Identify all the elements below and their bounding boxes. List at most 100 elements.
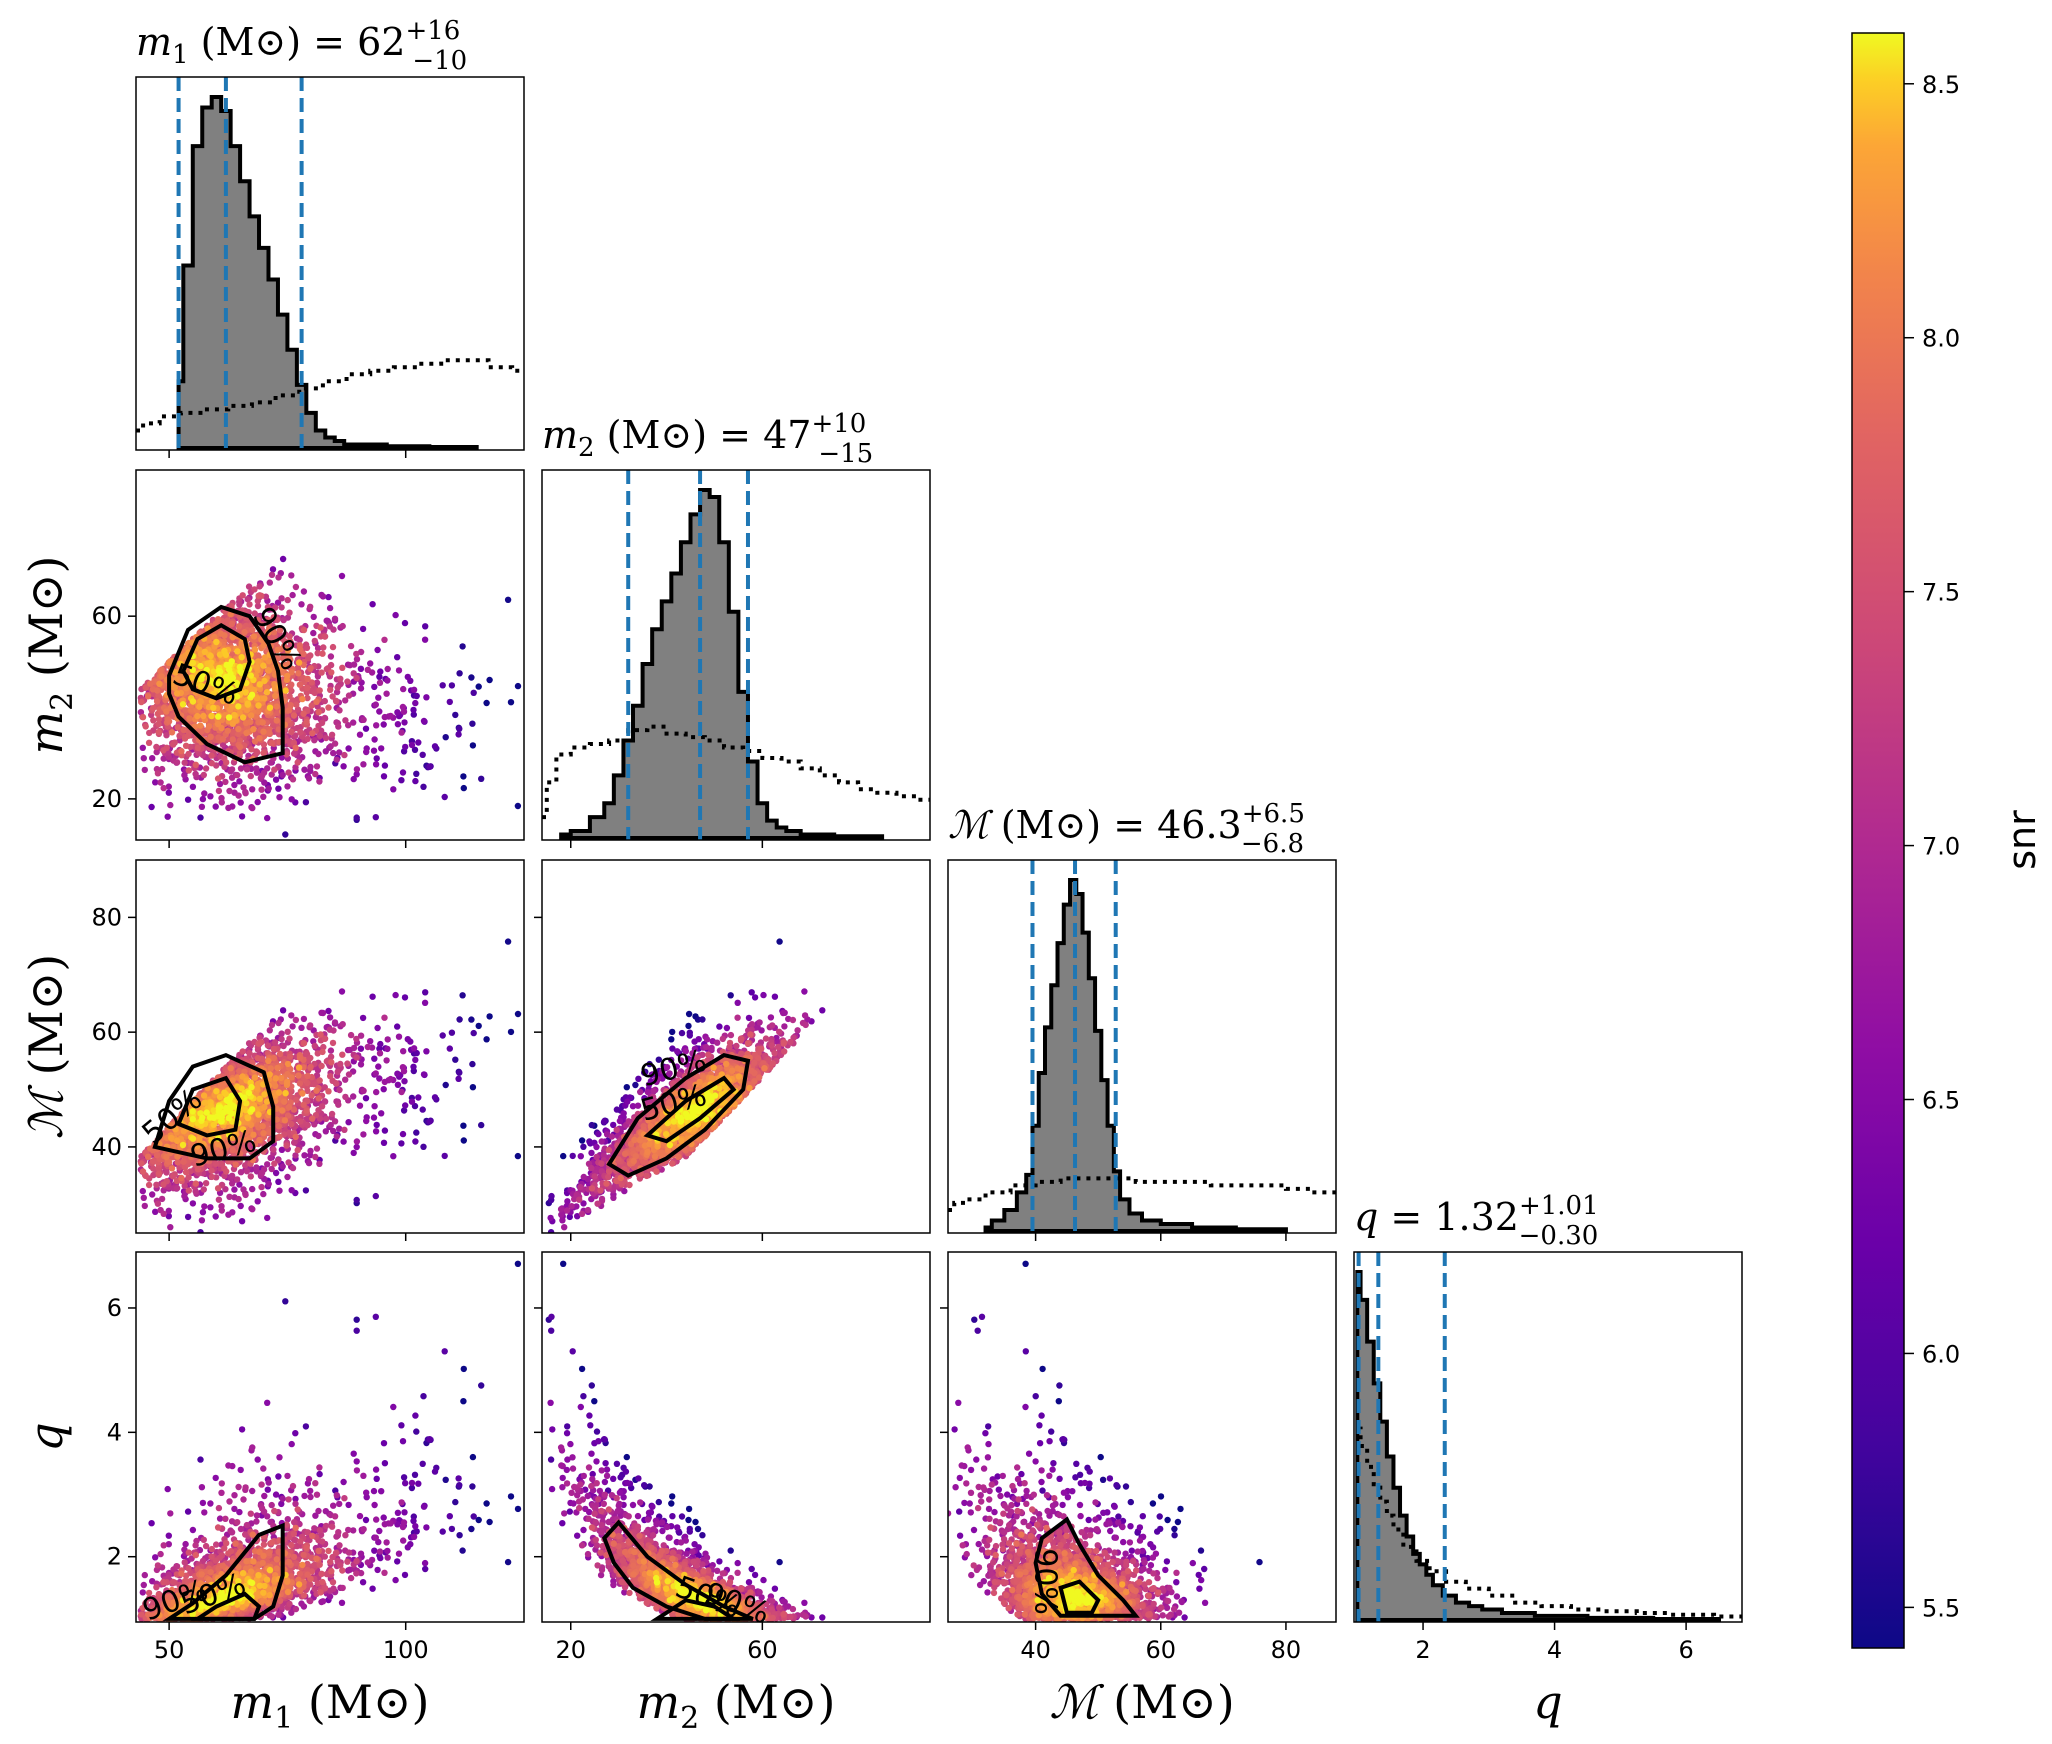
- sample-point: [276, 627, 284, 634]
- sample-point: [212, 803, 219, 810]
- sample-point: [381, 762, 389, 769]
- sample-point: [372, 1070, 379, 1077]
- sample-point: [274, 646, 281, 654]
- sample-point: [398, 1140, 405, 1147]
- sample-point: [303, 1107, 310, 1114]
- panel-frame: [947, 859, 1337, 1234]
- sample-point: [279, 771, 286, 779]
- sample-point: [229, 720, 236, 727]
- sample-point: [217, 630, 224, 637]
- sample-point: [154, 770, 162, 777]
- sample-point: [514, 1010, 522, 1018]
- sample-point: [292, 1152, 299, 1159]
- sample-point: [392, 611, 399, 619]
- sample-point: [208, 1167, 215, 1174]
- sample-point: [448, 1029, 456, 1036]
- sample-point: [460, 1122, 467, 1129]
- sample-point: [155, 720, 162, 728]
- sample-point: [327, 1047, 335, 1054]
- sample-point: [250, 726, 257, 733]
- sample-point: [319, 650, 326, 657]
- sample-point: [181, 1182, 188, 1190]
- sample-point: [309, 1115, 316, 1122]
- sample-point: [295, 659, 303, 666]
- sample-point: [261, 695, 268, 702]
- sample-point: [311, 737, 318, 744]
- sample-point: [201, 648, 208, 655]
- sample-point: [283, 751, 290, 758]
- sample-point: [350, 1149, 357, 1157]
- sample-point: [372, 814, 379, 821]
- sample-point: [290, 739, 298, 746]
- sample-point: [267, 1154, 274, 1162]
- sample-point: [312, 770, 319, 778]
- sample-point: [287, 702, 294, 709]
- sample-point: [238, 813, 246, 820]
- scatter-points: [137, 555, 522, 838]
- sample-point: [307, 763, 314, 771]
- sample-point: [419, 751, 426, 758]
- sample-point: [333, 756, 340, 763]
- sample-point: [322, 748, 329, 755]
- sample-point: [243, 1168, 251, 1175]
- sample-point: [249, 786, 256, 793]
- sample-point: [456, 725, 463, 732]
- sample-point: [237, 1202, 244, 1210]
- sample-point: [238, 696, 246, 703]
- sample-point: [167, 1224, 174, 1231]
- sample-point: [144, 1153, 152, 1161]
- sample-point: [381, 636, 388, 643]
- sample-point: [235, 1067, 243, 1075]
- sample-point: [381, 1127, 389, 1134]
- sample-point: [263, 684, 271, 691]
- sample-point: [278, 1146, 286, 1154]
- sample-point: [412, 777, 419, 785]
- sample-point: [353, 650, 360, 658]
- sample-point: [345, 745, 352, 752]
- sample-point: [504, 938, 512, 945]
- sample-point: [248, 691, 256, 698]
- sample-point: [357, 648, 365, 656]
- sample-point: [350, 1093, 357, 1100]
- sample-point: [207, 793, 214, 800]
- sample-point: [328, 669, 335, 676]
- sample-point: [272, 1169, 280, 1177]
- sample-point: [326, 1014, 334, 1021]
- sample-point: [507, 699, 515, 706]
- sample-point: [311, 1121, 318, 1128]
- sample-point: [194, 670, 201, 678]
- sample-point: [281, 638, 288, 645]
- sample-point: [254, 798, 261, 806]
- sample-point: [456, 1069, 463, 1076]
- sample-point: [265, 729, 273, 736]
- sample-point: [468, 1016, 475, 1023]
- sample-point: [236, 778, 243, 785]
- sample-point: [216, 780, 224, 788]
- sample-point: [469, 720, 476, 727]
- sample-point: [145, 739, 153, 746]
- diag-panel-m2: m2 (M⊙) = 47+10 −15: [541, 409, 931, 841]
- sample-point: [225, 679, 232, 686]
- prior-histogram: [136, 358, 524, 433]
- sample-point: [214, 1185, 222, 1192]
- sample-point: [390, 1153, 397, 1160]
- sample-point: [165, 789, 172, 796]
- sample-point: [276, 794, 283, 801]
- sample-point: [330, 1127, 337, 1135]
- sample-point: [264, 1042, 272, 1049]
- sample-point: [284, 596, 291, 604]
- sample-point: [281, 1098, 288, 1105]
- y-tick-label: 60: [91, 602, 122, 630]
- sample-point: [228, 766, 236, 773]
- sample-point: [305, 775, 313, 782]
- sample-point: [372, 701, 379, 708]
- sample-point: [184, 732, 192, 739]
- sample-point: [249, 626, 256, 634]
- x-ticks-mc: [1034, 1233, 1287, 1241]
- sample-point: [363, 1117, 370, 1125]
- sample-point: [381, 1078, 388, 1086]
- sample-point: [305, 1159, 313, 1167]
- sample-point: [375, 1063, 382, 1070]
- sample-point: [168, 729, 176, 736]
- sample-point: [275, 785, 282, 792]
